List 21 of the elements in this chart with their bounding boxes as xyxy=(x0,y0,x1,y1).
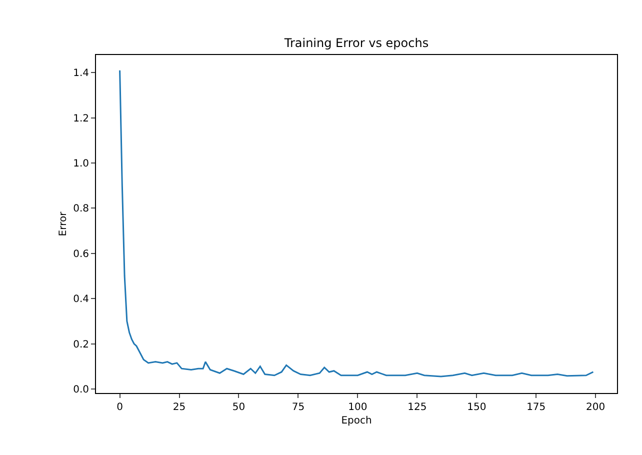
y-tick-label: 0.6 xyxy=(73,248,89,260)
line-series xyxy=(119,70,594,378)
y-tick-label: 0.2 xyxy=(73,339,89,350)
x-tick-label: 75 xyxy=(292,402,305,413)
x-tick-label: 125 xyxy=(408,402,427,413)
y-tick-label: 0.8 xyxy=(73,204,89,215)
x-tick-label: 25 xyxy=(172,402,186,413)
y-tick-label: 0.0 xyxy=(73,384,89,396)
x-tick-label: 150 xyxy=(467,402,486,413)
x-tick-label: 50 xyxy=(232,402,246,413)
y-tick-label: 1.4 xyxy=(73,68,89,80)
y-tick-label: 1.2 xyxy=(73,113,89,124)
x-tick-label: 100 xyxy=(348,402,368,413)
x-tick-label: 0 xyxy=(116,402,123,413)
x-axis-title: Epoch xyxy=(341,416,372,426)
chart-title: Training Error vs epochs xyxy=(283,36,429,50)
y-tick-label: 1.0 xyxy=(73,158,89,170)
x-tick-label: 175 xyxy=(526,402,546,413)
x-tick-label: 200 xyxy=(586,402,606,413)
y-axis-title: Error xyxy=(58,210,70,236)
y-tick-label: 0.4 xyxy=(73,294,89,306)
